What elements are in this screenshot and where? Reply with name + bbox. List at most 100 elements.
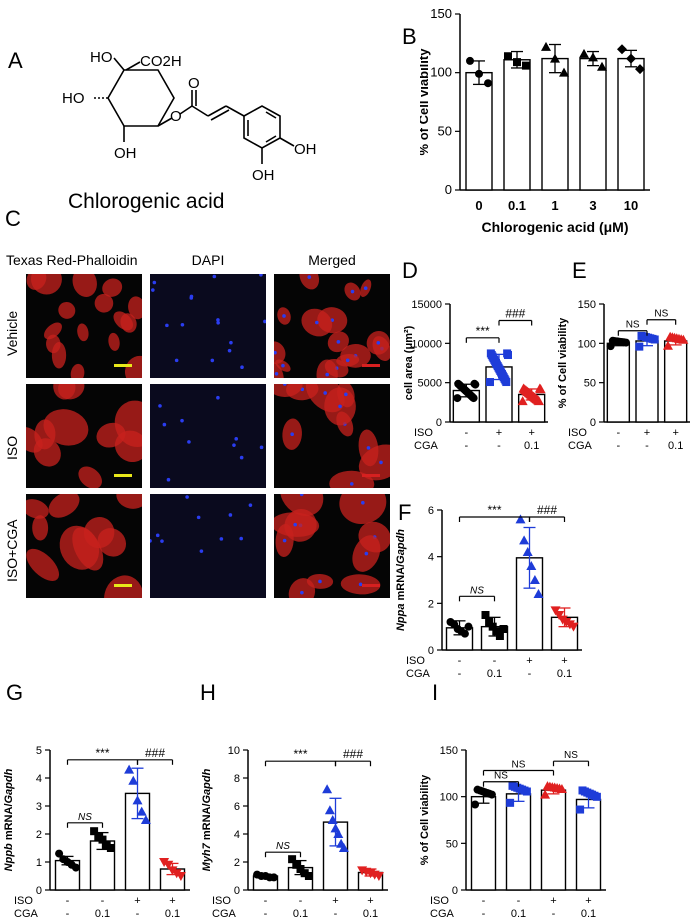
treatment-value: + — [332, 895, 338, 907]
data-point — [469, 394, 478, 403]
treatment-label: CGA — [406, 668, 431, 680]
treatment-value: - — [264, 908, 268, 920]
data-point — [288, 855, 297, 864]
treatment-value: + — [526, 655, 532, 667]
treatment-value: - — [482, 895, 486, 907]
treatment-value: - — [101, 895, 105, 907]
data-point — [71, 863, 80, 872]
treatment-value: + — [528, 427, 534, 439]
sig-label: *** — [293, 747, 307, 761]
data-point — [373, 872, 384, 881]
data-point — [526, 561, 537, 570]
treatment-value: 0.1 — [557, 668, 572, 680]
y-tick-label: 6 — [428, 505, 434, 517]
sig-label: *** — [476, 324, 490, 338]
treatment-label: CGA — [568, 440, 593, 452]
bar — [635, 340, 659, 423]
row-label-iso-cga: ISO+CGA — [4, 519, 20, 582]
treatment-label: ISO — [212, 895, 231, 907]
panel-label-b: B — [402, 24, 417, 49]
panel-label-g: G — [6, 680, 24, 705]
bar — [465, 71, 493, 191]
y-axis-label: cell area (μm²) — [403, 325, 415, 400]
scale-bar — [362, 584, 380, 587]
treatment-value: + — [561, 655, 567, 667]
y-tick-label: 10000 — [411, 338, 442, 350]
data-point — [102, 841, 111, 850]
treatment-value: 0.1 — [95, 908, 110, 920]
y-tick-label: 8 — [234, 773, 240, 785]
data-point — [506, 798, 515, 807]
data-point — [504, 351, 512, 360]
data-point — [485, 618, 494, 626]
sig-label: NS — [494, 771, 508, 782]
data-point — [592, 792, 601, 801]
y-tick-label: 15000 — [411, 299, 442, 311]
scale-bar — [114, 474, 132, 477]
data-point — [269, 873, 278, 882]
sig-label: NS — [276, 841, 290, 852]
compound-name: Chlorogenic acid — [68, 190, 224, 213]
y-axis-label: % of Cell viability — [558, 317, 569, 408]
sig-label: NS — [78, 812, 92, 823]
data-point — [519, 535, 530, 545]
y-tick-label: 4 — [234, 829, 240, 841]
data-point — [487, 790, 496, 799]
treatment-value: - — [464, 427, 468, 439]
column-label-merged: Merged — [308, 252, 356, 268]
y-tick-label: 5000 — [418, 378, 442, 390]
treatment-value: - — [334, 908, 338, 920]
data-point — [300, 869, 309, 878]
sig-label: NS — [654, 309, 668, 320]
column-label-phalloidin: Texas Red-Phalloidin — [6, 252, 138, 268]
treatment-value: - — [136, 908, 140, 920]
data-point — [338, 843, 349, 852]
data-point — [559, 67, 569, 77]
atom-label: HO — [90, 49, 113, 66]
data-point — [635, 64, 645, 75]
data-point — [541, 41, 551, 51]
panel-label-h: H — [200, 680, 216, 705]
data-point — [55, 849, 64, 858]
y-tick-label: 2 — [428, 598, 434, 610]
data-point — [662, 340, 673, 350]
y-tick-label: 10 — [228, 745, 240, 757]
y-tick-label: 0 — [590, 417, 596, 429]
micrograph-r1-c1 — [150, 384, 266, 488]
panel-label-c: C — [5, 206, 21, 231]
micrograph-r2-c1 — [150, 494, 266, 598]
y-tick-label: 0 — [428, 645, 434, 657]
treatment-value: - — [616, 427, 620, 439]
data-point — [515, 514, 526, 524]
treatment-value: - — [482, 908, 486, 920]
data-point — [106, 844, 115, 852]
data-point — [568, 622, 579, 632]
treatment-value: + — [496, 427, 502, 439]
panel-label-i: I — [432, 680, 439, 705]
panel-label-d: D — [402, 258, 418, 283]
data-point — [533, 396, 544, 406]
sig-label: ### — [505, 307, 525, 321]
data-point — [322, 784, 333, 794]
sig-label: ### — [343, 747, 363, 761]
y-tick-label: 50 — [446, 838, 458, 850]
data-point — [486, 378, 494, 387]
data-point — [481, 611, 490, 619]
data-point — [94, 832, 103, 841]
data-point — [292, 860, 301, 869]
data-point — [464, 622, 473, 631]
chart-b-viability: 0 50 100 150 % of Cell viability 0 0.1 1 3 10 Chlo… — [420, 6, 650, 235]
treatment-value: 0.1 — [581, 908, 596, 920]
scale-bar — [362, 364, 380, 367]
data-point — [488, 622, 497, 631]
y-tick-label: 150 — [578, 299, 596, 311]
micrograph-r2-c0 — [26, 494, 142, 598]
treatment-label: ISO — [14, 895, 33, 907]
treatment-label: CGA — [414, 440, 439, 452]
treatment-label: ISO — [414, 427, 433, 439]
